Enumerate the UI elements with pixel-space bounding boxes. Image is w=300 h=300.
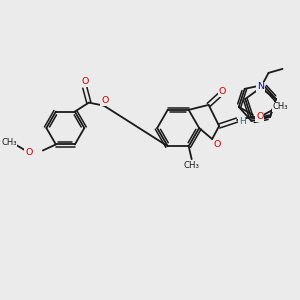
Text: CH₃: CH₃ (1, 138, 17, 147)
Text: O: O (25, 148, 33, 157)
Text: O: O (219, 87, 226, 96)
Text: O: O (256, 112, 263, 122)
Text: O: O (101, 96, 109, 105)
Text: CH₃: CH₃ (273, 102, 289, 111)
Text: N: N (257, 82, 264, 91)
Text: H: H (239, 116, 245, 125)
Text: O: O (213, 140, 221, 148)
Text: O: O (81, 77, 88, 86)
Text: CH₃: CH₃ (184, 161, 200, 170)
